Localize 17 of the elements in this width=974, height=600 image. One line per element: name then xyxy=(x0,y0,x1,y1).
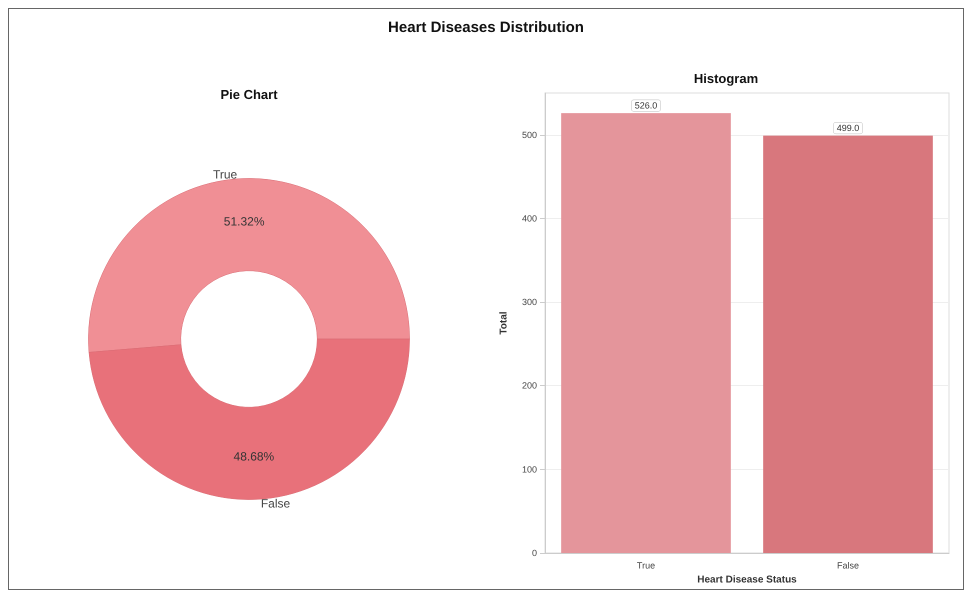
chart-title: Pie Chart xyxy=(220,87,278,102)
text: Heart Diseases Distribution xyxy=(387,19,585,36)
data-label: 499.0 xyxy=(836,123,860,134)
data-label: 48.68% xyxy=(234,449,275,464)
y-tick-label: 200 xyxy=(522,380,537,391)
y-tick-label: 0 xyxy=(532,548,537,558)
data-label: 526.0 xyxy=(634,100,658,111)
y-tick-label: 100 xyxy=(522,464,537,474)
slice-label: True xyxy=(212,168,238,182)
slice-label: False xyxy=(260,496,290,510)
y-tick-label: 500 xyxy=(522,130,537,140)
x-axis-title: Heart Disease Status xyxy=(697,574,798,586)
data-label: 51.32% xyxy=(224,214,265,229)
y-axis-title: Total xyxy=(498,311,510,335)
chart-title: Histogram xyxy=(694,71,758,86)
y-tick-label: 300 xyxy=(522,297,537,308)
y-tick-label: 400 xyxy=(522,213,537,224)
